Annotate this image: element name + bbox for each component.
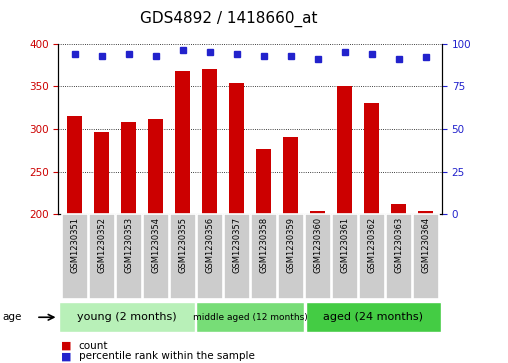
Bar bbox=[229, 83, 244, 214]
Bar bbox=[94, 132, 109, 214]
Text: middle aged (12 months): middle aged (12 months) bbox=[193, 313, 307, 322]
Bar bbox=[256, 149, 271, 214]
Bar bbox=[364, 103, 379, 214]
Bar bbox=[337, 86, 352, 214]
Bar bbox=[305, 214, 331, 299]
Bar bbox=[386, 214, 411, 299]
Bar bbox=[251, 214, 277, 299]
Text: GSM1230363: GSM1230363 bbox=[394, 217, 403, 273]
Text: GSM1230355: GSM1230355 bbox=[178, 217, 187, 273]
Bar bbox=[116, 214, 142, 299]
Bar bbox=[283, 136, 298, 214]
Bar bbox=[278, 214, 304, 299]
Bar bbox=[67, 116, 82, 214]
Bar bbox=[310, 211, 325, 214]
Text: ■: ■ bbox=[61, 340, 72, 351]
Bar bbox=[143, 214, 169, 299]
Text: GSM1230362: GSM1230362 bbox=[367, 217, 376, 273]
Bar bbox=[413, 214, 439, 299]
Text: GSM1230358: GSM1230358 bbox=[259, 217, 268, 273]
Text: ■: ■ bbox=[61, 351, 72, 362]
Bar bbox=[359, 214, 385, 299]
Text: percentile rank within the sample: percentile rank within the sample bbox=[79, 351, 255, 362]
Text: GSM1230354: GSM1230354 bbox=[151, 217, 160, 273]
Text: young (2 months): young (2 months) bbox=[77, 312, 177, 322]
Text: age: age bbox=[3, 312, 22, 322]
Text: count: count bbox=[79, 340, 108, 351]
Bar bbox=[59, 302, 195, 332]
Bar bbox=[148, 119, 163, 214]
Bar bbox=[197, 214, 223, 299]
Bar bbox=[121, 122, 136, 214]
Bar bbox=[332, 214, 358, 299]
Bar bbox=[391, 204, 406, 214]
Text: GSM1230351: GSM1230351 bbox=[70, 217, 79, 273]
Bar bbox=[170, 214, 196, 299]
Bar bbox=[305, 302, 441, 332]
Text: GSM1230359: GSM1230359 bbox=[286, 217, 295, 273]
Text: aged (24 months): aged (24 months) bbox=[324, 312, 424, 322]
Text: GSM1230353: GSM1230353 bbox=[124, 217, 133, 273]
Bar bbox=[175, 71, 190, 214]
Bar bbox=[202, 69, 217, 214]
Text: GSM1230357: GSM1230357 bbox=[232, 217, 241, 273]
Bar bbox=[61, 214, 87, 299]
Text: GSM1230352: GSM1230352 bbox=[97, 217, 106, 273]
Text: GSM1230364: GSM1230364 bbox=[421, 217, 430, 273]
Bar bbox=[196, 302, 304, 332]
Bar bbox=[418, 211, 433, 214]
Text: GSM1230356: GSM1230356 bbox=[205, 217, 214, 273]
Text: GDS4892 / 1418660_at: GDS4892 / 1418660_at bbox=[140, 11, 318, 27]
Text: GSM1230360: GSM1230360 bbox=[313, 217, 322, 273]
Bar bbox=[89, 214, 115, 299]
Text: GSM1230361: GSM1230361 bbox=[340, 217, 349, 273]
Bar bbox=[224, 214, 249, 299]
